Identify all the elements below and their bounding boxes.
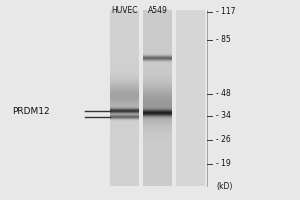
Text: - 19: - 19 — [216, 160, 231, 168]
Text: - 85: - 85 — [216, 36, 231, 45]
Text: A549: A549 — [148, 6, 167, 15]
Text: PRDM12: PRDM12 — [12, 107, 50, 116]
Text: - 48: - 48 — [216, 90, 231, 98]
Text: (kD): (kD) — [216, 182, 232, 190]
Text: - 26: - 26 — [216, 136, 231, 144]
Text: - 34: - 34 — [216, 111, 231, 120]
Text: HUVEC: HUVEC — [111, 6, 138, 15]
Text: - 117: - 117 — [216, 7, 236, 17]
